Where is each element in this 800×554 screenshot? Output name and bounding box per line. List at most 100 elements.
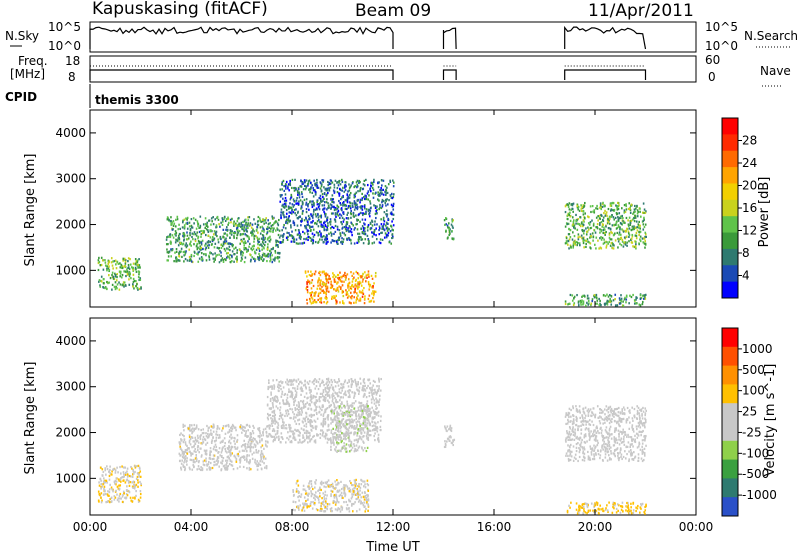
velocity-cell bbox=[123, 492, 125, 495]
velocity-cell bbox=[316, 433, 318, 436]
velocity-cell bbox=[291, 396, 294, 399]
power-cell bbox=[203, 253, 205, 256]
power-cell bbox=[582, 223, 585, 226]
power-cell bbox=[235, 237, 238, 240]
power-cell bbox=[257, 257, 260, 260]
velocity-cell bbox=[266, 412, 269, 416]
power-cell bbox=[186, 234, 189, 237]
velocity-cell bbox=[307, 396, 309, 399]
power-cell bbox=[309, 181, 312, 184]
power-cell bbox=[167, 259, 169, 262]
velocity-cell bbox=[294, 387, 296, 390]
power-cell bbox=[363, 207, 366, 210]
velocity-cell bbox=[123, 479, 125, 482]
power-cell bbox=[104, 286, 106, 290]
power-cell bbox=[337, 290, 340, 293]
power-cell bbox=[382, 218, 385, 221]
power-cell bbox=[259, 226, 262, 229]
velocity-cell bbox=[298, 438, 301, 441]
freq-trace bbox=[564, 69, 647, 80]
velocity-cell bbox=[108, 474, 111, 478]
y-tick-label: 1000 bbox=[55, 263, 86, 277]
power-cell bbox=[572, 226, 575, 229]
velocity-cell bbox=[226, 451, 228, 454]
power-cell bbox=[567, 205, 570, 208]
velocity-cell bbox=[249, 459, 251, 462]
velocity-cell bbox=[315, 401, 317, 404]
power-cell bbox=[389, 230, 392, 233]
power-cell bbox=[330, 231, 332, 234]
power-cell bbox=[371, 186, 374, 190]
power-cell bbox=[166, 218, 169, 221]
power-cell bbox=[343, 203, 345, 206]
power-cell bbox=[165, 243, 168, 246]
velocity-cell bbox=[243, 425, 245, 429]
power-cell bbox=[644, 240, 647, 243]
power-cell bbox=[366, 226, 369, 229]
velocity-cell bbox=[272, 404, 274, 407]
power-cell bbox=[327, 290, 330, 293]
power-cell bbox=[390, 192, 393, 196]
power-cell bbox=[190, 217, 193, 221]
power-cell bbox=[313, 291, 316, 295]
power-cell bbox=[295, 242, 298, 245]
velocity-cell bbox=[180, 432, 182, 435]
power-cell bbox=[609, 227, 612, 230]
velocity-cell bbox=[340, 402, 342, 406]
velocity-cell bbox=[209, 457, 212, 460]
power-cell bbox=[292, 211, 295, 214]
velocity-cell bbox=[114, 496, 117, 499]
power-cell bbox=[344, 278, 347, 281]
power-cell bbox=[298, 193, 301, 196]
power-cell bbox=[345, 223, 348, 226]
power-cell bbox=[633, 211, 635, 214]
power-cell bbox=[207, 229, 209, 232]
velocity-cell bbox=[113, 468, 115, 471]
velocity-cell bbox=[101, 468, 104, 471]
power-cell bbox=[258, 255, 261, 258]
power-cell bbox=[133, 287, 135, 290]
velocity-cell bbox=[323, 411, 326, 414]
power-cell bbox=[320, 214, 323, 217]
power-cell bbox=[363, 179, 366, 183]
power-cell bbox=[204, 248, 207, 251]
power-cell bbox=[139, 266, 141, 269]
power-cell bbox=[451, 230, 453, 233]
velocity-cell bbox=[322, 421, 325, 424]
velocity-cell bbox=[298, 430, 301, 434]
velocity-cell bbox=[188, 425, 191, 428]
power-cell bbox=[360, 227, 363, 230]
power-cell bbox=[197, 251, 200, 254]
power-cell bbox=[381, 205, 384, 208]
power-cell bbox=[281, 204, 284, 207]
power-cell bbox=[356, 199, 359, 202]
velocity-cell bbox=[338, 433, 340, 437]
power-cell bbox=[309, 292, 311, 295]
nsearch-tick-bottom: 10^0 bbox=[705, 39, 738, 53]
velocity-cell bbox=[181, 452, 184, 455]
velocity-cell bbox=[273, 415, 276, 418]
power-cell bbox=[248, 236, 250, 239]
power-cell bbox=[292, 205, 295, 208]
power-cell bbox=[314, 301, 316, 304]
power-cell bbox=[177, 237, 180, 240]
power-cell bbox=[384, 224, 387, 227]
power-cell bbox=[175, 250, 178, 254]
power-cell bbox=[331, 200, 333, 203]
power-cell bbox=[347, 283, 350, 286]
power-cell bbox=[325, 189, 328, 192]
power-cell bbox=[102, 286, 105, 289]
power-cell bbox=[582, 241, 585, 245]
power-cell bbox=[335, 302, 338, 305]
velocity-cell bbox=[191, 432, 193, 435]
velocity-cell bbox=[121, 495, 124, 498]
power-cell bbox=[610, 300, 613, 303]
velocity-cell bbox=[373, 428, 376, 432]
velocity-cell bbox=[195, 426, 198, 429]
velocity-cell bbox=[290, 380, 292, 383]
power-cell bbox=[644, 231, 647, 234]
power-cell bbox=[337, 277, 339, 280]
velocity-cell bbox=[363, 381, 366, 385]
power-cell bbox=[206, 244, 209, 247]
power-cell bbox=[213, 237, 216, 240]
